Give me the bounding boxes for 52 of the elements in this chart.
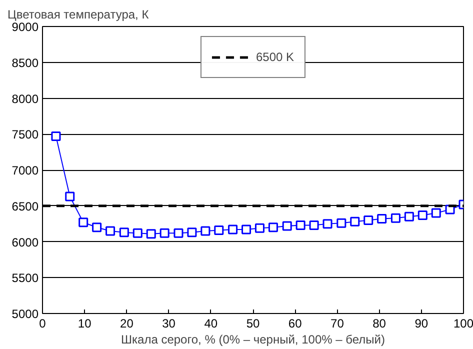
y-tick-label: 8500 bbox=[12, 56, 39, 70]
point bbox=[254, 223, 264, 233]
point bbox=[336, 218, 346, 228]
point bbox=[146, 229, 156, 239]
y-tick-label: 9000 bbox=[12, 20, 39, 34]
x-tick-label: 0 bbox=[39, 316, 46, 330]
point bbox=[78, 218, 88, 228]
x-tick-label: 80 bbox=[372, 316, 386, 330]
point bbox=[174, 228, 184, 238]
x-tick-label: 50 bbox=[246, 316, 260, 330]
point bbox=[160, 228, 170, 238]
y-tick-label: 8000 bbox=[12, 92, 39, 106]
x-tick-label: 70 bbox=[330, 316, 344, 330]
x-tick-label: 90 bbox=[414, 316, 428, 330]
point bbox=[214, 226, 224, 236]
point bbox=[296, 220, 306, 230]
y-tick-label: 5500 bbox=[12, 271, 39, 286]
point bbox=[187, 228, 197, 238]
point bbox=[309, 220, 319, 230]
point bbox=[51, 132, 61, 142]
x-tick-label: 10 bbox=[78, 316, 92, 330]
x-tick-label: 20 bbox=[120, 316, 134, 330]
y-tick-label: 5000 bbox=[12, 307, 39, 321]
point bbox=[228, 224, 238, 234]
point bbox=[404, 212, 414, 222]
point bbox=[106, 226, 116, 236]
y-tick-label: 7000 bbox=[12, 164, 39, 178]
point bbox=[65, 192, 75, 202]
point bbox=[119, 228, 129, 238]
point bbox=[390, 213, 400, 223]
x-tick-label: 30 bbox=[162, 316, 176, 330]
legend-label: 6500 K bbox=[256, 50, 294, 64]
point bbox=[322, 219, 332, 229]
point bbox=[200, 226, 210, 236]
y-tick-label: 6000 bbox=[12, 235, 39, 250]
y-tick-label: 7500 bbox=[12, 128, 39, 142]
point bbox=[418, 210, 428, 220]
point bbox=[92, 222, 102, 232]
point bbox=[132, 228, 142, 238]
y-tick-label: 6500 bbox=[12, 199, 39, 214]
point bbox=[242, 224, 252, 234]
x-tick-label: 40 bbox=[204, 316, 218, 330]
x-axis-title: Шкала серого, % (0% – черный, 100% – белый) bbox=[121, 332, 385, 346]
point bbox=[431, 208, 441, 218]
point bbox=[282, 221, 292, 231]
point bbox=[350, 216, 360, 226]
y-axis-title: Цветовая температура, К bbox=[8, 8, 149, 22]
point bbox=[377, 214, 387, 224]
x-tick-label: 100 bbox=[453, 316, 473, 330]
point bbox=[268, 222, 278, 232]
point bbox=[364, 215, 374, 225]
x-tick-label: 60 bbox=[288, 316, 302, 330]
